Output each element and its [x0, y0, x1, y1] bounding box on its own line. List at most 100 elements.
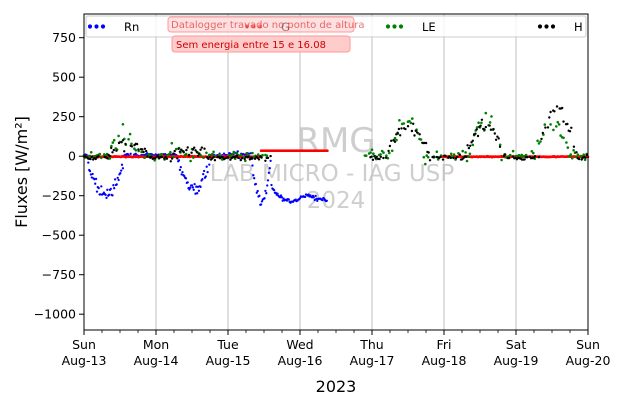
- rn-point: [94, 177, 98, 181]
- le-point: [582, 153, 585, 156]
- le-point: [218, 153, 221, 156]
- watermark-layer: RMG LAB MICRO - IAG USP 2024: [210, 121, 455, 214]
- h-point: [553, 110, 556, 113]
- rn-point: [204, 175, 207, 178]
- le-point: [398, 119, 401, 122]
- h-point: [237, 156, 240, 159]
- h-point: [526, 156, 529, 159]
- le-point: [390, 149, 394, 153]
- x-tick-label-date: Aug-20: [566, 353, 611, 368]
- h-point: [260, 156, 263, 159]
- le-point: [557, 123, 561, 126]
- h-point: [467, 146, 471, 150]
- h-point: [488, 124, 491, 127]
- h-point: [561, 106, 564, 110]
- h-point: [115, 149, 118, 152]
- h-point: [570, 126, 573, 129]
- rn-point: [278, 196, 282, 199]
- h-point: [106, 157, 109, 160]
- h-point: [494, 138, 498, 141]
- h-point: [483, 128, 486, 131]
- x-tick-label-date: Aug-19: [494, 353, 539, 368]
- h-point: [97, 155, 100, 158]
- rn-point: [195, 185, 198, 188]
- h-point: [191, 148, 195, 151]
- le-point: [369, 151, 372, 154]
- le-point: [532, 151, 535, 155]
- rn-point: [298, 197, 302, 200]
- h-point: [469, 144, 472, 147]
- rn-point: [282, 197, 285, 200]
- h-point: [203, 147, 206, 150]
- h-point: [195, 150, 198, 154]
- rn-point: [267, 171, 271, 174]
- rn-point: [104, 193, 107, 197]
- rn-point: [99, 193, 102, 196]
- rn-point: [177, 159, 181, 162]
- h-point: [428, 159, 432, 162]
- h-point: [511, 155, 515, 158]
- h-point: [240, 157, 244, 160]
- le-point: [549, 123, 552, 126]
- legend-marker-h: [544, 24, 549, 29]
- legend-label-rn: Rn: [124, 20, 139, 34]
- h-point: [269, 154, 272, 158]
- le-point: [130, 142, 133, 146]
- le-point: [556, 120, 560, 124]
- rn-point: [269, 159, 272, 163]
- le-point: [552, 128, 555, 132]
- rn-point: [259, 203, 263, 206]
- le-point: [422, 155, 426, 159]
- h-point: [396, 131, 399, 134]
- h-point: [492, 127, 495, 131]
- legend-marker-le: [385, 24, 391, 29]
- rn-point: [314, 194, 317, 198]
- rn-point: [196, 192, 199, 195]
- le-point: [408, 119, 411, 123]
- h-point: [404, 127, 407, 131]
- le-point: [261, 153, 264, 157]
- le-point: [511, 149, 515, 153]
- rn-point: [186, 181, 189, 184]
- le-point: [251, 151, 254, 155]
- h-point: [479, 124, 482, 127]
- x-axis-title: 2023: [316, 377, 357, 396]
- le-point: [372, 152, 375, 155]
- h-point: [117, 141, 121, 145]
- rn-point: [109, 187, 112, 191]
- x-tick-label-day: Fri: [437, 337, 452, 352]
- rn-point: [304, 195, 307, 199]
- x-tick-label-day: Tue: [216, 337, 239, 352]
- rn-point: [265, 192, 268, 195]
- h-point: [156, 155, 160, 158]
- le-point: [385, 154, 388, 157]
- legend-marker-rn: [87, 24, 93, 29]
- y-axis-title: Fluxes [W/m²]: [12, 116, 31, 228]
- h-point: [154, 157, 157, 160]
- rn-point: [87, 161, 90, 164]
- h-point: [388, 144, 392, 148]
- h-point: [537, 156, 541, 159]
- rn-point: [120, 169, 123, 172]
- rn-point: [106, 188, 109, 191]
- x-axis: SunAug-13MonAug-14TueAug-15WedAug-16ThuA…: [62, 330, 611, 368]
- h-point: [172, 152, 175, 155]
- le-point: [88, 154, 92, 158]
- rn-point: [325, 199, 328, 202]
- h-point: [177, 147, 180, 150]
- h-point: [235, 154, 239, 157]
- annotations: Datalogger travado no ponto de altura Se…: [167, 16, 365, 53]
- h-point: [471, 139, 474, 142]
- le-point: [232, 150, 236, 154]
- legend-label-le: LE: [422, 20, 436, 34]
- le-point: [192, 156, 195, 159]
- rn-point: [121, 167, 125, 170]
- le-point: [244, 159, 247, 163]
- rn-point: [97, 186, 100, 190]
- h-point: [424, 141, 428, 145]
- x-tick-label-day: Wed: [286, 337, 313, 352]
- h-point: [379, 155, 382, 158]
- h-point: [198, 152, 201, 155]
- h-point: [111, 151, 114, 154]
- x-tick-label-date: Aug-15: [206, 353, 251, 368]
